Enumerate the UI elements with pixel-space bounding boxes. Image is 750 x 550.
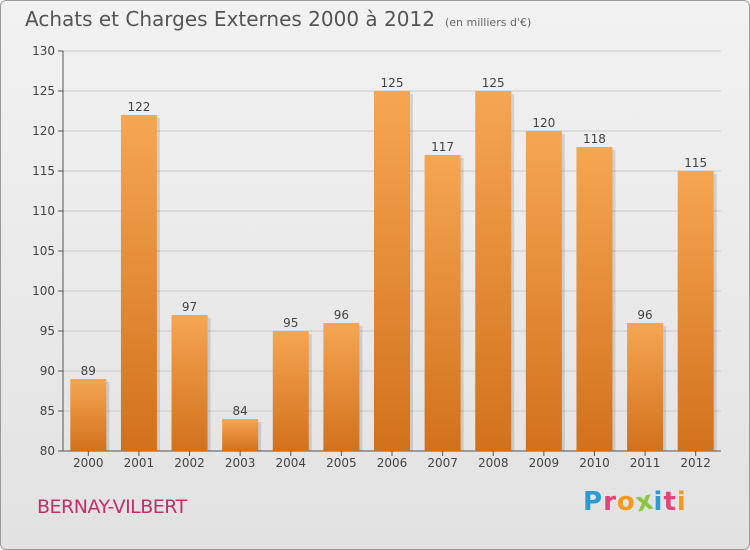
- data-label: 117: [431, 140, 454, 154]
- bar: [677, 171, 714, 451]
- y-tick-label: 100: [32, 284, 55, 298]
- data-label: 122: [127, 100, 150, 114]
- bar: [272, 331, 309, 451]
- x-tick-label: 2011: [630, 456, 661, 470]
- data-labels: 89 122 97 84 95 96 125 117 125 120 118 96 115: [81, 76, 707, 418]
- y-tick-label: 90: [40, 364, 55, 378]
- chart-unit-label: (en milliers d'€): [444, 16, 532, 29]
- data-label: 118: [583, 132, 606, 146]
- logo-letter: i: [676, 487, 687, 517]
- y-tick-label: 95: [40, 324, 55, 338]
- data-label: 115: [684, 156, 707, 170]
- logo-letter: i: [653, 487, 664, 517]
- data-label: 89: [81, 364, 96, 378]
- x-tick-label: 2001: [124, 456, 155, 470]
- bar: [323, 323, 360, 451]
- data-label: 125: [482, 76, 505, 90]
- bar: [120, 115, 157, 451]
- chart-title-text: Achats et Charges Externes 2000 à 2012: [25, 7, 435, 31]
- logo-letter: r: [603, 487, 617, 517]
- data-label: 84: [233, 404, 248, 418]
- y-tick-label: 125: [32, 84, 55, 98]
- chart-title: Achats et Charges Externes 2000 à 2012 (e…: [25, 7, 531, 31]
- y-tick-label: 110: [32, 204, 55, 218]
- y-tick-label: 85: [40, 404, 55, 418]
- bars: [70, 91, 717, 451]
- bar: [70, 379, 107, 451]
- logo-letter: t: [663, 487, 677, 517]
- place-name: BERNAY-VILBERT: [37, 496, 187, 518]
- x-tick-label: 2012: [680, 456, 711, 470]
- data-label: 96: [637, 308, 652, 322]
- x-tick-label: 2007: [427, 456, 458, 470]
- bar: [374, 91, 410, 451]
- data-label: 120: [532, 116, 555, 130]
- x-tick-label: 2009: [529, 456, 560, 470]
- bar: [475, 91, 512, 451]
- x-tick-label: 2004: [275, 456, 306, 470]
- data-label: 95: [283, 316, 298, 330]
- bar: [424, 155, 461, 451]
- bar: [627, 323, 664, 451]
- proxiti-logo: Proxiti: [583, 485, 687, 518]
- x-tick-label: 2000: [73, 456, 104, 470]
- y-tick-label: 115: [32, 164, 55, 178]
- bar: [576, 147, 613, 451]
- bar: [525, 131, 562, 451]
- x-tick-label: 2010: [579, 456, 610, 470]
- logo-letter: P: [583, 487, 604, 517]
- x-tick-label: 2003: [225, 456, 256, 470]
- x-tick-label: 2008: [478, 456, 509, 470]
- bar: [222, 419, 259, 451]
- x-tick-label: 2002: [174, 456, 205, 470]
- y-tick-label: 130: [32, 44, 55, 58]
- y-tick-label: 105: [32, 244, 55, 258]
- y-tick-label: 80: [40, 444, 55, 458]
- bar: [171, 315, 208, 451]
- data-label: 96: [334, 308, 349, 322]
- x-tick-label: 2006: [377, 456, 408, 470]
- data-label: 125: [381, 76, 404, 90]
- data-label: 97: [182, 300, 197, 314]
- logo-letter: o: [616, 487, 636, 517]
- y-tick-label: 120: [32, 124, 55, 138]
- x-tick-label: 2005: [326, 456, 357, 470]
